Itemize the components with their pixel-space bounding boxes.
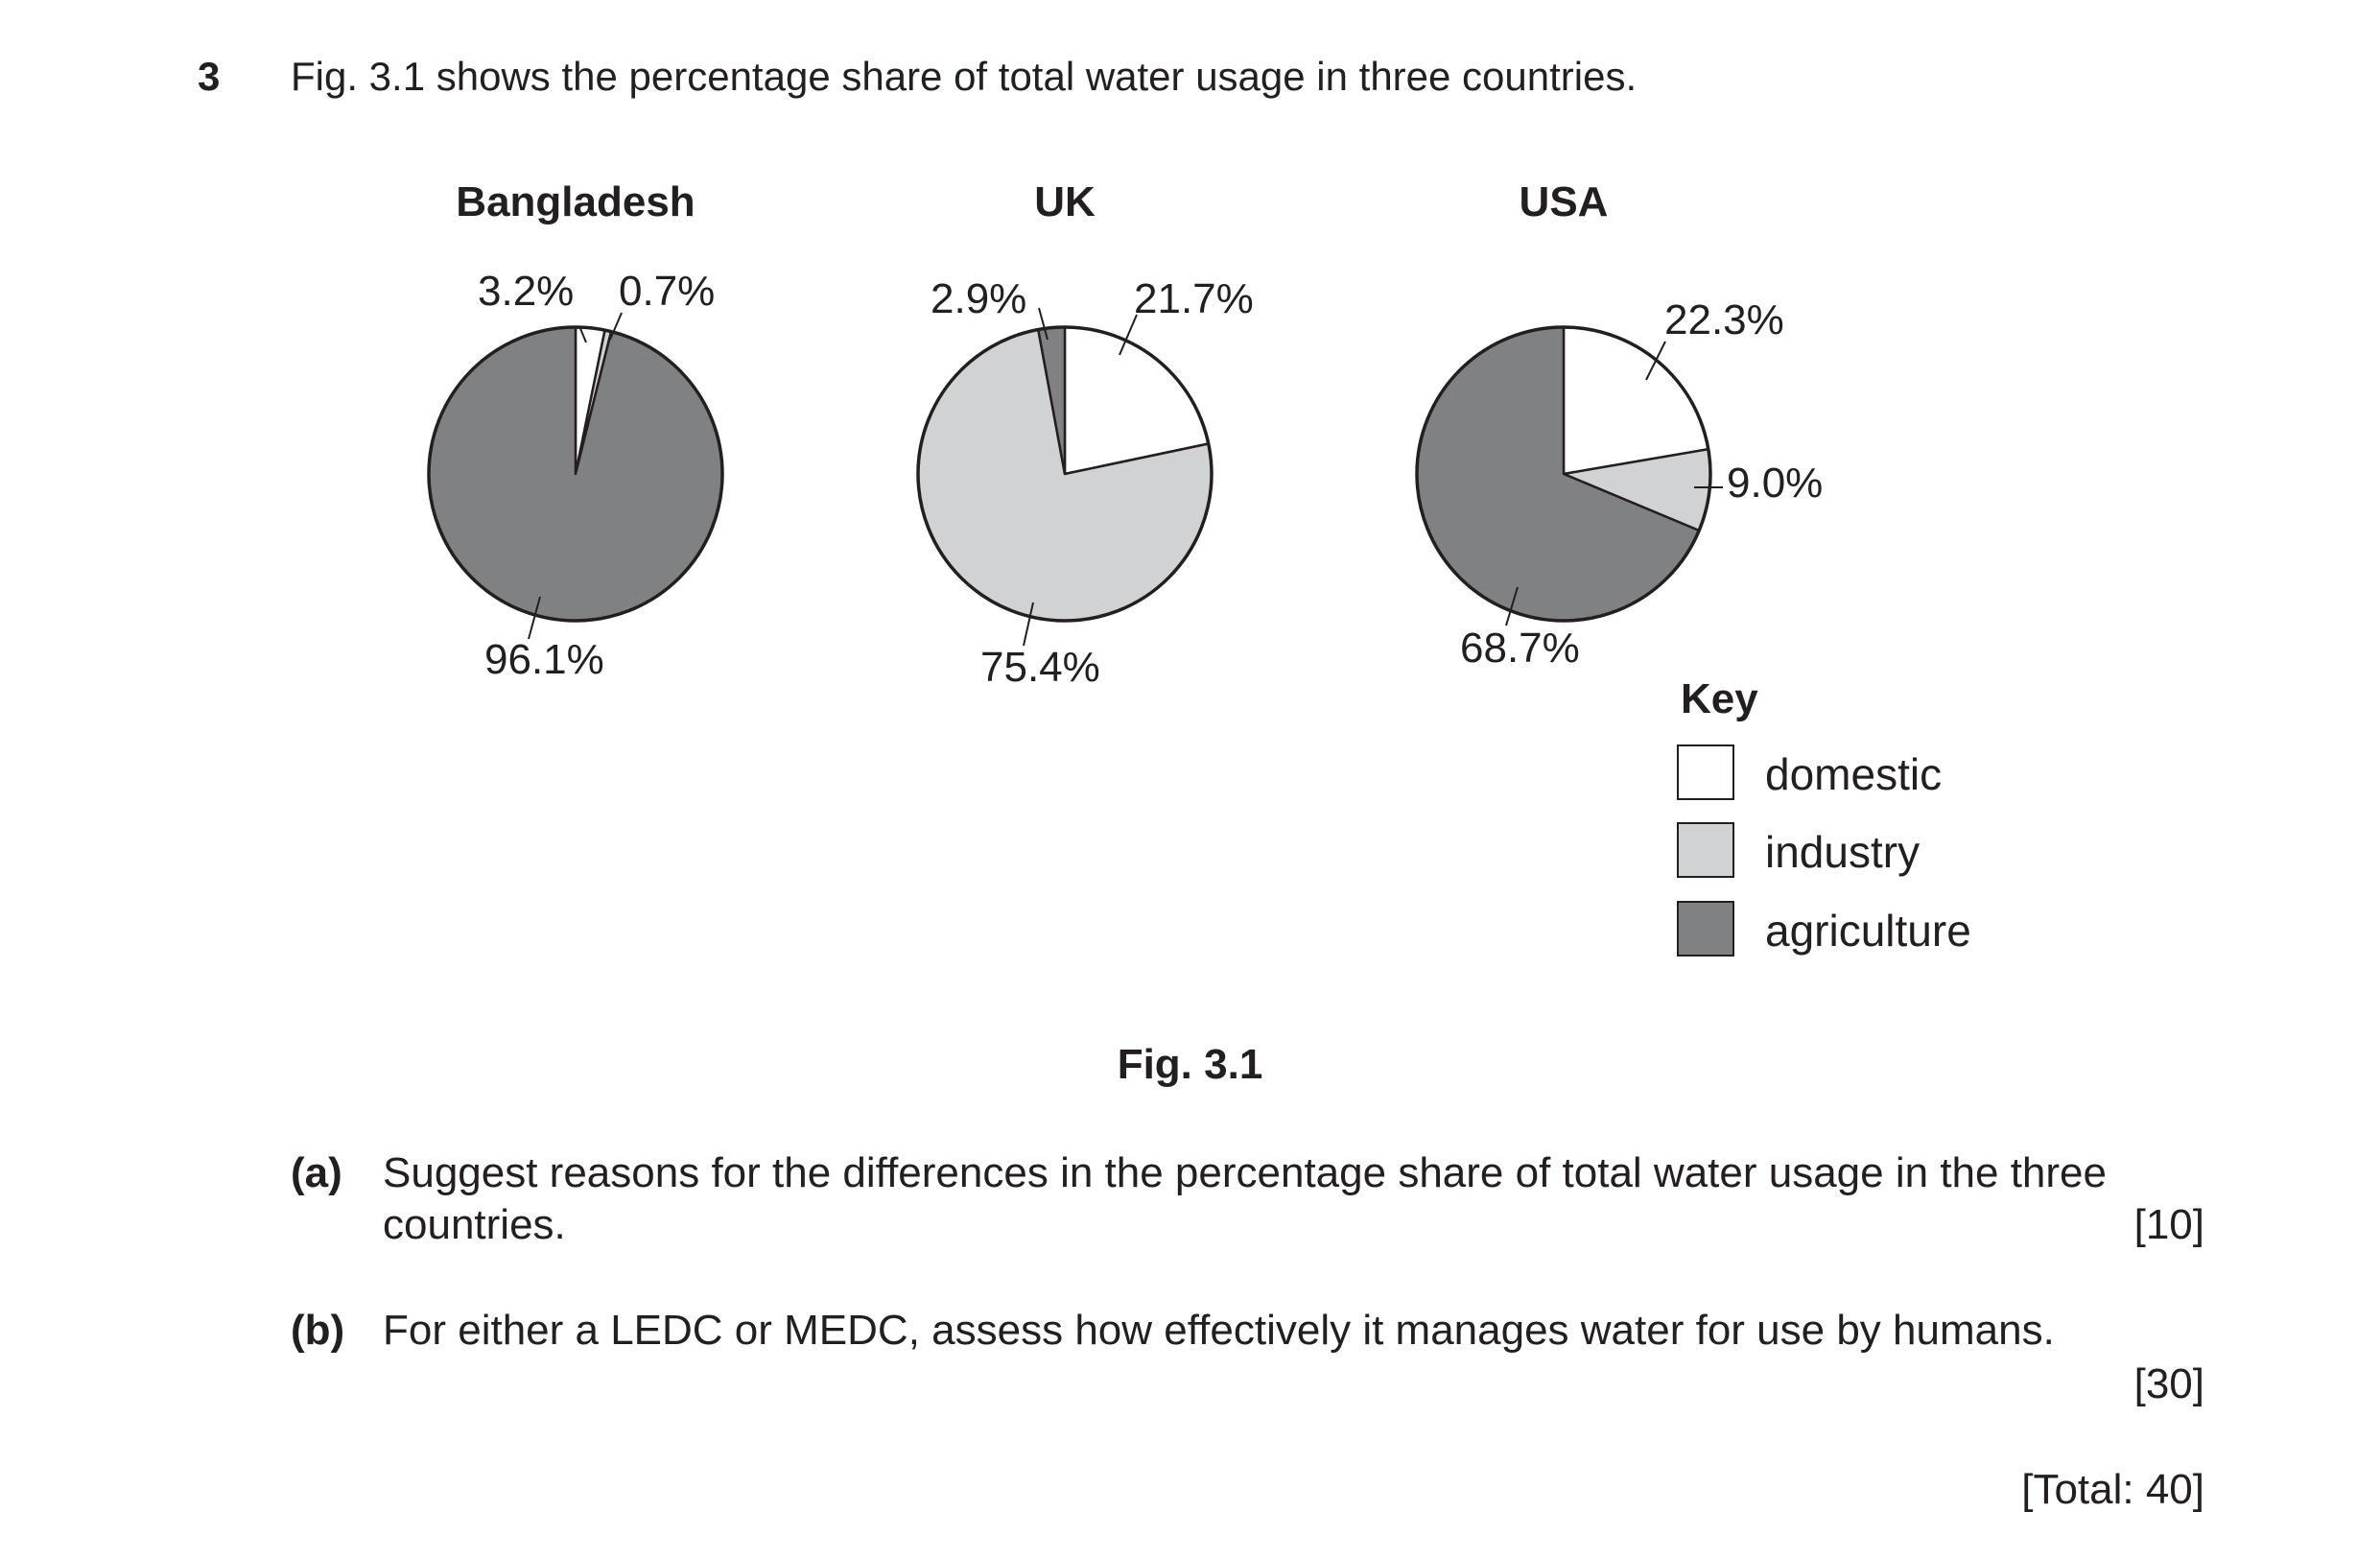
pie-chart-usa: USA 22.3% 9.0% 68.7% [1415, 178, 1823, 672]
data-label-industry: 75.4% [980, 644, 1100, 691]
leader-line [1645, 341, 1666, 381]
part-b-label: (b) [291, 1307, 345, 1354]
data-label-industry: 0.7% [619, 268, 715, 315]
leader-line [1505, 586, 1519, 626]
part-a-label: (a) [291, 1149, 342, 1196]
leader-line [1038, 307, 1049, 341]
data-label-domestic: 22.3% [1664, 296, 1784, 343]
key-swatch-domestic [1677, 744, 1734, 800]
leader-line [528, 596, 541, 640]
key-swatch-industry [1677, 822, 1734, 878]
part-a-text-line1: Suggest reasons for the differences in t… [383, 1149, 2107, 1196]
leader-line [1119, 314, 1138, 356]
question-intro: Fig. 3.1 shows the percentage share of t… [291, 54, 1638, 99]
chart-title: Bangladesh [456, 178, 695, 225]
part-a-text-line2: countries. [383, 1201, 566, 1248]
key-label-agriculture: agriculture [1765, 906, 1971, 956]
pie-chart-bangladesh: Bangladesh 3.2% 0.7% 96.1% [427, 178, 724, 683]
leader-line [609, 312, 623, 341]
data-label-industry: 9.0% [1727, 460, 1823, 507]
data-label-agriculture: 96.1% [484, 636, 604, 683]
key-swatch-agriculture [1677, 901, 1734, 957]
pie-outline [916, 325, 1214, 623]
figure-caption: Fig. 3.1 [1117, 1041, 1263, 1088]
leader-line [1023, 602, 1034, 647]
chart-title: USA [1520, 178, 1609, 225]
leader-line [578, 325, 587, 343]
pie-outline [427, 325, 724, 623]
key-title: Key [1681, 675, 1758, 722]
pie-chart-uk: UK 21.7% 75.4% 2.9% [916, 178, 1254, 691]
data-label-agriculture: 2.9% [931, 275, 1026, 322]
data-label-domestic: 3.2% [478, 268, 574, 315]
data-label-domestic: 21.7% [1134, 275, 1254, 322]
part-b-text: For either a LEDC or MEDC, assess how ef… [383, 1307, 2055, 1354]
question-number: 3 [198, 54, 221, 99]
total-marks: [Total: 40] [2021, 1466, 2204, 1513]
part-a-marks: [10] [2133, 1201, 2204, 1248]
data-label-agriculture: 68.7% [1460, 625, 1580, 672]
key-label-domestic: domestic [1765, 749, 1943, 799]
key-label-industry: industry [1765, 827, 1920, 877]
part-b-marks: [30] [2133, 1360, 2204, 1407]
pie-outline [1415, 325, 1712, 623]
chart-title: UK [1034, 178, 1096, 225]
